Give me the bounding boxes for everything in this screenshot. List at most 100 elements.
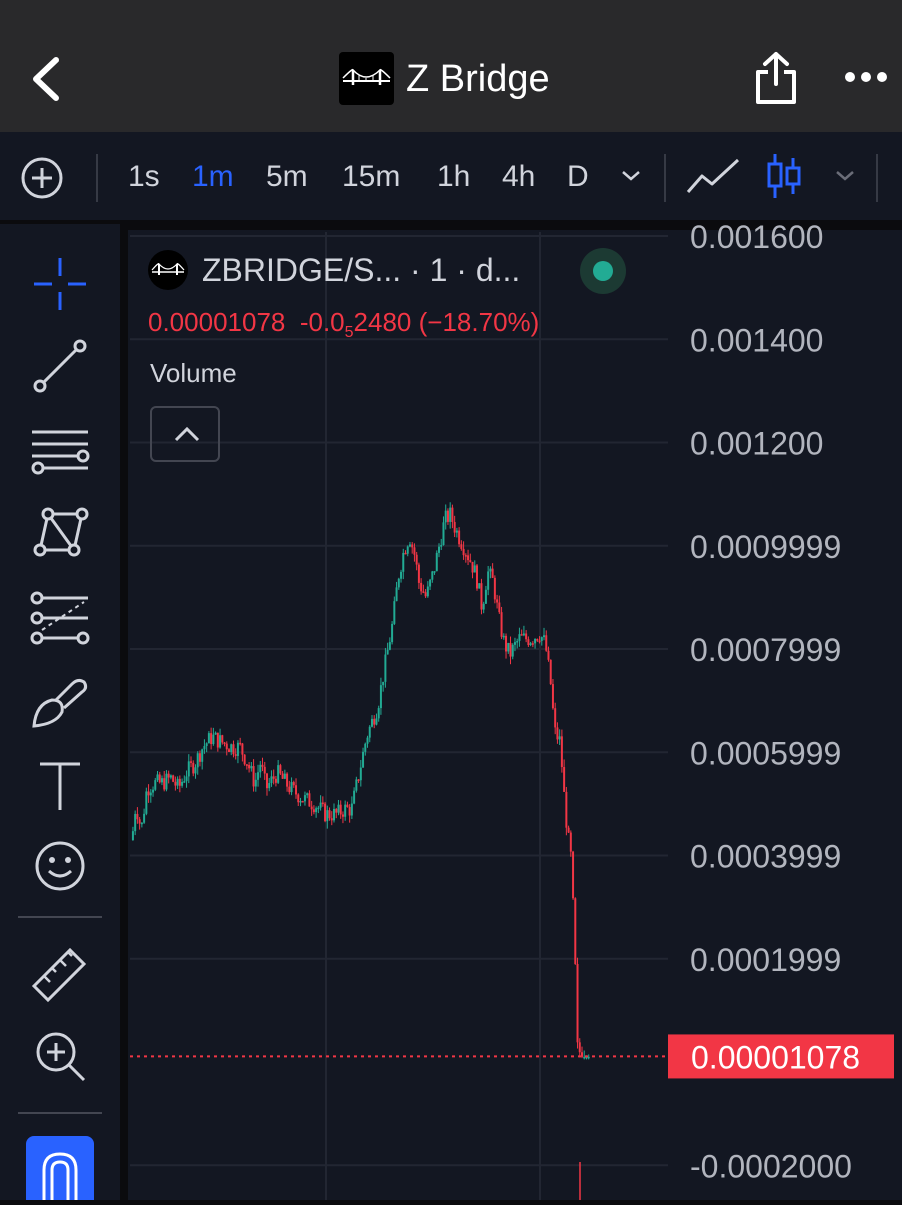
candle-body bbox=[513, 642, 516, 645]
candle-body bbox=[165, 773, 168, 790]
candle-body bbox=[339, 804, 342, 815]
candle-body bbox=[386, 649, 389, 655]
trend-line-tool[interactable] bbox=[28, 334, 92, 398]
candle-body bbox=[460, 544, 463, 549]
interval-dropdown[interactable] bbox=[620, 168, 642, 184]
candle-body bbox=[359, 767, 362, 781]
candle-body bbox=[210, 733, 213, 745]
pattern-tool[interactable] bbox=[28, 502, 92, 566]
current-price-label: 0.00001078 bbox=[691, 1039, 860, 1075]
candle-body bbox=[538, 640, 541, 643]
brush-tool[interactable] bbox=[28, 670, 92, 734]
candle-body bbox=[527, 639, 530, 646]
more-horizontal-icon bbox=[845, 72, 887, 82]
candle-body bbox=[522, 633, 525, 636]
candle-body bbox=[315, 808, 318, 813]
market-status[interactable] bbox=[580, 248, 626, 294]
collapse-legend-button[interactable] bbox=[150, 406, 220, 462]
candle-body bbox=[312, 809, 315, 813]
candle-body bbox=[469, 560, 472, 562]
candle-style-button[interactable] bbox=[766, 152, 802, 202]
candle-body bbox=[223, 742, 226, 744]
y-tick-label: 0.001600 bbox=[690, 219, 823, 255]
drawing-toolbar bbox=[0, 224, 120, 1200]
candle-body bbox=[335, 808, 338, 813]
candle-body bbox=[169, 775, 172, 778]
interval-1m[interactable]: 1m bbox=[192, 160, 234, 193]
candle-body bbox=[480, 583, 483, 610]
more-button[interactable] bbox=[844, 66, 888, 88]
interval-15m[interactable]: 15m bbox=[342, 160, 401, 193]
candle-body bbox=[426, 586, 429, 597]
candle-body bbox=[585, 1056, 588, 1059]
candle-body bbox=[134, 813, 137, 832]
horizontal-lines-icon bbox=[31, 430, 90, 475]
chart-toolbar: 1s 1m 5m 15m 1h 4h D bbox=[0, 132, 902, 224]
candle-body bbox=[250, 766, 253, 769]
candle-body bbox=[219, 735, 222, 748]
symbol-row[interactable]: ZBRIDGE/S... · 1 · d... bbox=[148, 248, 638, 294]
candle-body bbox=[377, 708, 380, 719]
candle-body bbox=[319, 802, 322, 808]
emoji-tool[interactable] bbox=[28, 834, 92, 898]
candle-body bbox=[364, 743, 367, 752]
price-change-row: 0.00001078 -0.052480 (−18.70%) bbox=[148, 306, 539, 349]
candle-body bbox=[192, 762, 195, 774]
candle-body bbox=[299, 801, 302, 803]
y-tick-label: 0.0007999 bbox=[690, 632, 841, 668]
candle-body bbox=[252, 766, 255, 787]
interval-4h[interactable]: 4h bbox=[502, 160, 536, 193]
price-change: -0.052480 bbox=[299, 307, 412, 342]
candle-body bbox=[551, 684, 554, 709]
candle-body bbox=[245, 764, 248, 766]
candle-body bbox=[464, 555, 467, 557]
candle-body bbox=[274, 778, 277, 783]
candle-body bbox=[357, 779, 360, 781]
emoji-icon bbox=[35, 841, 85, 891]
back-button[interactable] bbox=[26, 54, 66, 104]
fib-retracement-tool[interactable] bbox=[28, 586, 92, 650]
candle-body bbox=[181, 781, 184, 786]
candle-body bbox=[290, 782, 293, 793]
candle-body bbox=[516, 640, 519, 643]
candle-body bbox=[391, 623, 394, 643]
interval-d[interactable]: D bbox=[567, 160, 589, 193]
candle-body bbox=[420, 582, 423, 592]
share-button[interactable] bbox=[752, 50, 800, 106]
candle-body bbox=[288, 786, 291, 793]
candle-body bbox=[583, 1056, 586, 1059]
horizontal-lines-tool[interactable] bbox=[28, 418, 92, 482]
candle-body bbox=[263, 766, 266, 774]
candle-body bbox=[254, 779, 257, 787]
candle-body bbox=[279, 765, 282, 774]
candle-body bbox=[413, 547, 416, 555]
candle-body bbox=[333, 808, 336, 821]
candle-body bbox=[473, 565, 476, 573]
candle-body bbox=[429, 579, 432, 587]
candle-body bbox=[145, 791, 148, 814]
candle-body bbox=[324, 803, 327, 822]
candle-body bbox=[203, 746, 206, 750]
candle-body bbox=[221, 735, 224, 743]
text-tool[interactable] bbox=[28, 754, 92, 818]
candle-body bbox=[406, 546, 409, 554]
candle-body bbox=[442, 522, 445, 546]
interval-5m[interactable]: 5m bbox=[266, 160, 308, 193]
candle-body bbox=[543, 635, 546, 638]
magnet-tool[interactable] bbox=[26, 1136, 94, 1200]
interval-1s[interactable]: 1s bbox=[128, 160, 160, 193]
add-indicator-button[interactable] bbox=[20, 156, 64, 200]
interval-1h[interactable]: 1h bbox=[437, 160, 471, 193]
candle-body bbox=[248, 764, 251, 769]
line-style-button[interactable] bbox=[686, 156, 740, 196]
candle-body bbox=[531, 643, 534, 645]
ruler-tool[interactable] bbox=[28, 942, 92, 1006]
crosshair-tool[interactable] bbox=[28, 252, 92, 316]
zoom-in-tool[interactable] bbox=[28, 1024, 92, 1088]
candle-body bbox=[422, 591, 425, 593]
chart-style-dropdown[interactable] bbox=[834, 168, 856, 184]
candle-body bbox=[565, 791, 568, 828]
candle-body bbox=[270, 776, 273, 784]
candle-body bbox=[547, 650, 550, 660]
